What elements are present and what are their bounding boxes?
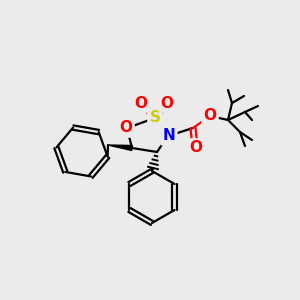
Text: O: O: [134, 95, 148, 110]
Text: N: N: [163, 128, 176, 143]
Text: O: O: [160, 95, 173, 110]
Text: O: O: [203, 109, 217, 124]
Text: O: O: [190, 140, 202, 155]
Text: O: O: [119, 121, 133, 136]
Polygon shape: [108, 145, 132, 151]
Text: S: S: [149, 110, 161, 125]
